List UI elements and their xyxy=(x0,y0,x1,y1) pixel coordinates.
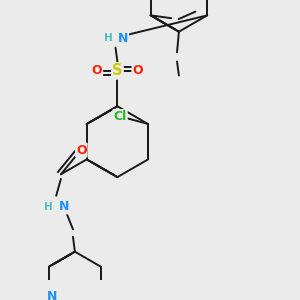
Text: N: N xyxy=(46,290,57,300)
Text: S: S xyxy=(112,63,123,78)
Text: O: O xyxy=(76,144,87,157)
Text: H: H xyxy=(44,202,53,212)
Text: N: N xyxy=(118,32,128,45)
Text: Cl: Cl xyxy=(113,110,127,123)
Text: H: H xyxy=(104,33,112,43)
Text: N: N xyxy=(58,200,69,213)
Text: O: O xyxy=(92,64,102,77)
Text: O: O xyxy=(133,64,143,77)
